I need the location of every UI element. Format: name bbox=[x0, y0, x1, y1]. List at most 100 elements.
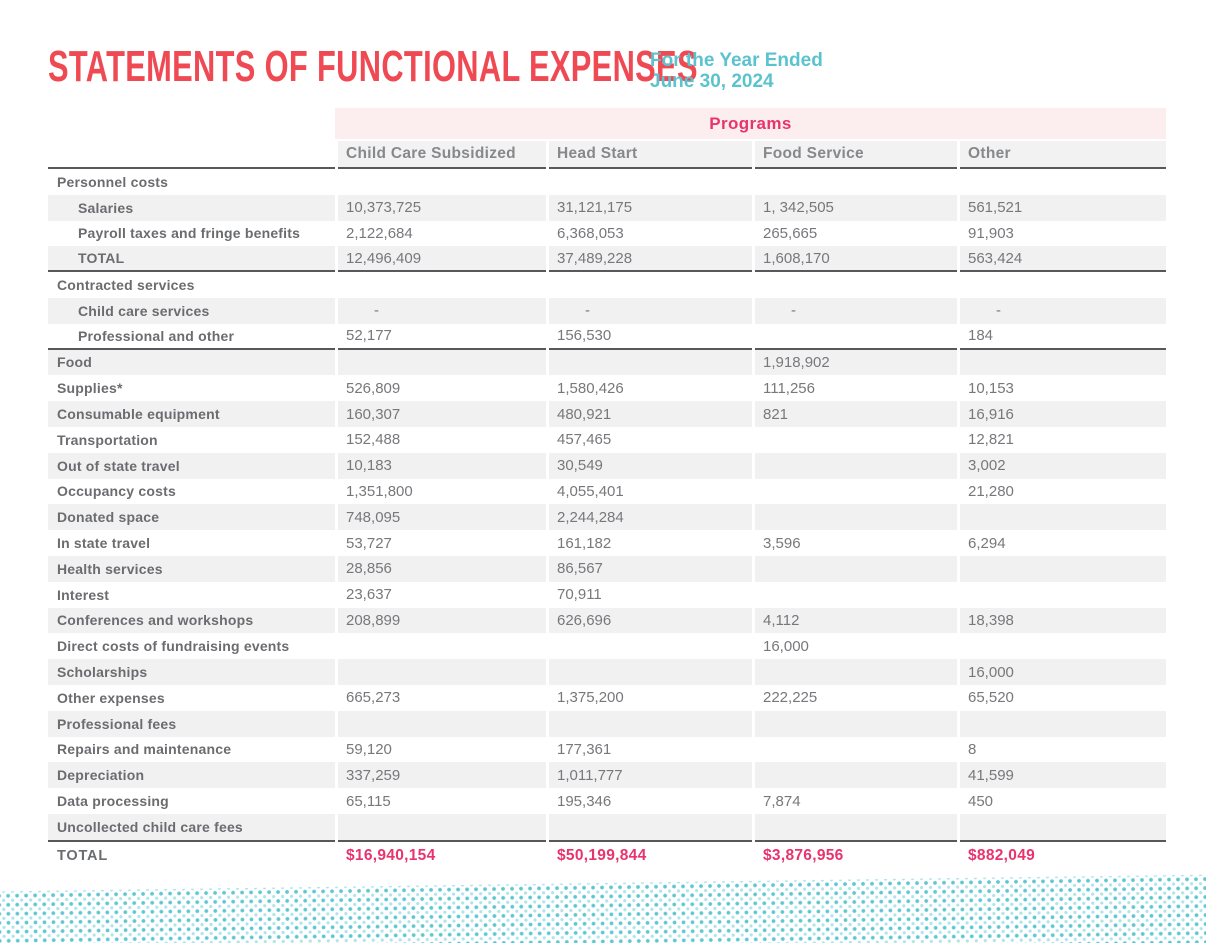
cell-value bbox=[960, 504, 1166, 531]
cell-value: 70,911 bbox=[557, 586, 602, 604]
column-header-spacer bbox=[48, 141, 335, 169]
cell-value: $882,049 bbox=[960, 839, 1166, 870]
cell-value bbox=[755, 710, 957, 737]
row-label: Interest bbox=[57, 586, 110, 603]
cell-value: 265,665 bbox=[763, 224, 818, 242]
cell-value: 563,424 bbox=[960, 246, 1166, 273]
cell-value: 52,177 bbox=[338, 324, 546, 350]
table-row: Professional and other 52,177 156,530 184 bbox=[48, 324, 1166, 350]
cell-value: 86,567 bbox=[549, 555, 752, 582]
cell-value: 30,549 bbox=[549, 452, 752, 479]
halftone-dots-decoration bbox=[0, 874, 1206, 943]
cell-value bbox=[549, 633, 752, 659]
table-row: TOTAL 12,496,409 37,489,228 1,608,170 563,42… bbox=[48, 246, 1166, 273]
cell-value: 160,307 bbox=[338, 401, 546, 427]
row-label: Scholarships bbox=[48, 659, 335, 685]
row-label: Repairs and maintenance bbox=[57, 741, 232, 758]
table-row: Payroll taxes and fringe benefits 2,122,6… bbox=[48, 221, 1166, 247]
row-label: Personnel costs bbox=[57, 173, 169, 190]
table-row: Transportation 152,488 457,465 12,821 bbox=[48, 427, 1166, 453]
cell-value: 526,809 bbox=[346, 379, 401, 397]
cell-value: 12,496,409 bbox=[338, 246, 546, 273]
table-row: Direct costs of fundraising events 16,000 bbox=[48, 633, 1166, 659]
cell-value bbox=[755, 272, 957, 298]
row-label: Conferences and workshops bbox=[48, 607, 335, 634]
cell-value: 91,903 bbox=[968, 224, 1014, 242]
cell-value bbox=[549, 349, 752, 376]
row-label: Data processing bbox=[57, 793, 169, 810]
row-label: Donated space bbox=[48, 504, 335, 531]
cell-value: 2,244,284 bbox=[549, 504, 752, 531]
cell-value bbox=[755, 427, 957, 453]
table-rows: Personnel costs Salaries 10,373,725 31,121,… bbox=[48, 169, 1166, 870]
cell-value: 161,182 bbox=[557, 534, 612, 552]
cell-value: 6,294 bbox=[968, 534, 1006, 552]
cell-value bbox=[338, 272, 546, 298]
table-row: TOTAL $16,940,154 $50,199,844 $3,876,956 $88… bbox=[48, 839, 1166, 870]
cell-value: 65,115 bbox=[346, 792, 391, 810]
row-label: Uncollected child care fees bbox=[48, 813, 335, 840]
report-period: For the Year Ended June 30, 2024 bbox=[650, 50, 823, 92]
cell-value bbox=[755, 762, 957, 789]
cell-value: 821 bbox=[755, 401, 957, 427]
table-row: Contracted services bbox=[48, 272, 1166, 298]
cell-value: 12,821 bbox=[968, 431, 1014, 449]
cell-value: 1,608,170 bbox=[755, 246, 957, 273]
page-header: STATEMENTS OF FUNCTIONAL EXPENSES bbox=[48, 45, 976, 89]
cell-value: $50,199,844 bbox=[549, 839, 752, 870]
cell-value bbox=[755, 813, 957, 840]
cell-value: - bbox=[338, 297, 546, 324]
cell-value: 337,259 bbox=[338, 762, 546, 789]
row-label: TOTAL bbox=[48, 246, 335, 273]
column-header-food-service: Food Service bbox=[755, 141, 957, 169]
cell-value: - bbox=[960, 297, 1166, 324]
report-period-line2: June 30, 2024 bbox=[650, 71, 774, 92]
cell-value: 561,521 bbox=[960, 194, 1166, 221]
cell-value bbox=[755, 555, 957, 582]
row-label: Supplies* bbox=[57, 380, 123, 397]
cell-value bbox=[549, 659, 752, 685]
cell-value: 21,280 bbox=[968, 482, 1014, 500]
cell-value: 1,580,426 bbox=[557, 379, 624, 397]
row-label: Depreciation bbox=[48, 762, 335, 789]
row-label: TOTAL bbox=[48, 839, 335, 870]
cell-value bbox=[549, 169, 752, 195]
cell-value: 1,375,200 bbox=[557, 689, 624, 707]
table-row: Uncollected child care fees bbox=[48, 813, 1166, 840]
cell-value: 18,398 bbox=[960, 607, 1166, 634]
cell-value bbox=[755, 504, 957, 531]
cell-value bbox=[338, 169, 546, 195]
cell-value: - bbox=[755, 297, 957, 324]
cell-value bbox=[338, 813, 546, 840]
row-label: Salaries bbox=[48, 194, 335, 221]
cell-value: 53,727 bbox=[346, 534, 392, 552]
table-row: Conferences and workshops 208,899 626,696 4… bbox=[48, 607, 1166, 634]
cell-value: 16,916 bbox=[960, 401, 1166, 427]
cell-value bbox=[960, 710, 1166, 737]
cell-value bbox=[549, 272, 752, 298]
table-row: Data processing 65,115 195,346 7,874 450 bbox=[48, 788, 1166, 814]
row-label: Occupancy costs bbox=[57, 483, 176, 500]
cell-value: 65,520 bbox=[968, 689, 1014, 707]
cell-value: 184 bbox=[960, 324, 1166, 350]
cell-value: 16,000 bbox=[960, 659, 1166, 685]
table-row: Personnel costs bbox=[48, 169, 1166, 195]
cell-value: $3,876,956 bbox=[755, 839, 957, 870]
report-period-line1: For the Year Ended bbox=[650, 50, 823, 71]
cell-value: 3,002 bbox=[960, 452, 1166, 479]
cell-value: 626,696 bbox=[549, 607, 752, 634]
table-row: In state travel 53,727 161,182 3,596 6,294 bbox=[48, 530, 1166, 556]
cell-value: 152,488 bbox=[346, 431, 401, 449]
table-row: Depreciation 337,259 1,011,777 41,599 bbox=[48, 762, 1166, 789]
cell-value bbox=[755, 659, 957, 685]
cell-value: 59,120 bbox=[346, 740, 392, 758]
cell-value bbox=[755, 582, 957, 608]
table-row: Consumable equipment 160,307 480,921 821 16,… bbox=[48, 401, 1166, 427]
row-label: Direct costs of fundraising events bbox=[57, 638, 290, 655]
cell-value: 156,530 bbox=[549, 324, 752, 350]
row-label: Other expenses bbox=[57, 689, 165, 706]
cell-value: 195,346 bbox=[557, 792, 612, 810]
cell-value: 4,055,401 bbox=[557, 482, 624, 500]
cell-value: 23,637 bbox=[346, 586, 392, 604]
cell-value: 665,273 bbox=[346, 689, 401, 707]
